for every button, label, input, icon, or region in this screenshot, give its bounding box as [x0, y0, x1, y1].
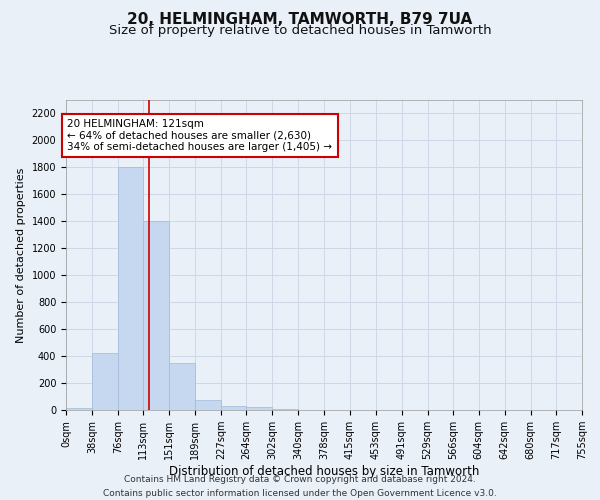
- Bar: [66, 408, 92, 410]
- Bar: [118, 168, 143, 410]
- Y-axis label: Number of detached properties: Number of detached properties: [16, 168, 26, 342]
- Bar: [247, 408, 272, 410]
- X-axis label: Distribution of detached houses by size in Tamworth: Distribution of detached houses by size …: [169, 465, 479, 478]
- Text: Size of property relative to detached houses in Tamworth: Size of property relative to detached ho…: [109, 24, 491, 37]
- Bar: [221, 406, 247, 410]
- Bar: [92, 354, 118, 410]
- Text: 20, HELMINGHAM, TAMWORTH, B79 7UA: 20, HELMINGHAM, TAMWORTH, B79 7UA: [127, 12, 473, 28]
- Bar: [169, 363, 195, 410]
- Text: 20 HELMINGHAM: 121sqm
← 64% of detached houses are smaller (2,630)
34% of semi-d: 20 HELMINGHAM: 121sqm ← 64% of detached …: [67, 119, 332, 152]
- Bar: [195, 400, 221, 410]
- Bar: [143, 222, 169, 410]
- Text: Contains HM Land Registry data © Crown copyright and database right 2024.
Contai: Contains HM Land Registry data © Crown c…: [103, 476, 497, 498]
